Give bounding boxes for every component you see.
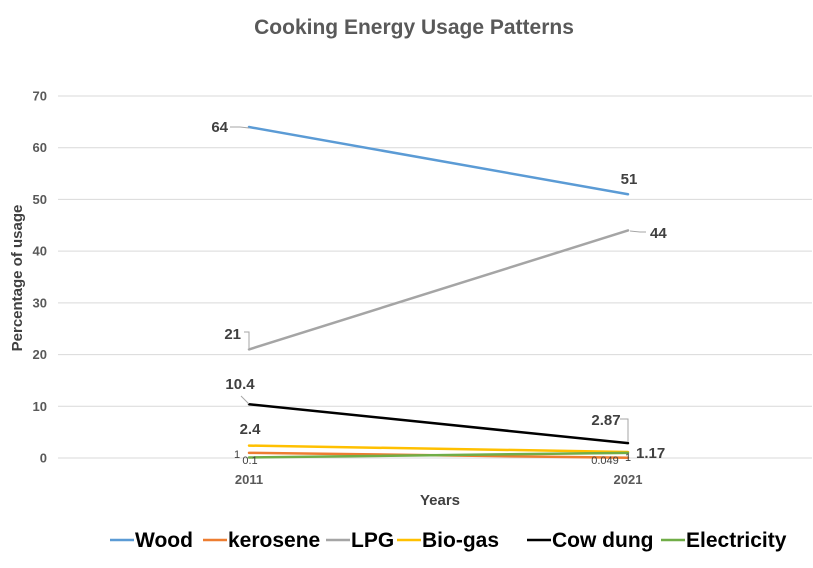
y-axis-title: Percentage of usage [9, 205, 26, 352]
x-axis-title: Years [420, 492, 460, 509]
legend: Wood kerosene LPG Bio-gas Cow dung Electricit… [110, 529, 787, 552]
chart-title: Cooking Energy Usage Patterns [254, 16, 574, 39]
x-tick-label: 2011 [235, 472, 263, 487]
data-label-electricity-2011: 0.1 [242, 455, 257, 467]
y-tick-label: 10 [33, 399, 47, 414]
legend-label-kerosene: kerosene [228, 529, 320, 552]
leader-line [629, 230, 646, 233]
data-label-kerosene-2011: 1 [234, 449, 240, 461]
data-label-kerosene-2021: 0.049 [591, 455, 619, 467]
leader-line [230, 126, 250, 129]
series-line-electricity [247, 451, 630, 459]
gridlines [58, 95, 812, 459]
data-label-cow-dung-2021: 2.87 [591, 412, 620, 429]
y-tick-label: 20 [33, 347, 47, 362]
leader-line [244, 331, 250, 348]
leader-line [620, 418, 629, 442]
y-tick-label: 30 [33, 295, 47, 310]
legend-label-electricity: Electricity [686, 529, 787, 552]
data-label-bio-gas-2021: 1.17 [636, 445, 665, 462]
x-axis-ticks: 2011 2021 [235, 472, 643, 487]
legend-label-lpg: LPG [351, 529, 394, 552]
series-line-lpg [247, 229, 630, 351]
data-label-wood-2011: 64 [211, 119, 228, 136]
series-line-cow-dung [247, 402, 630, 445]
series-line-bio-gas [247, 444, 630, 454]
y-tick-label: 60 [33, 140, 47, 155]
series-lines [247, 125, 630, 459]
y-tick-label: 0 [40, 451, 47, 466]
y-tick-label: 70 [33, 89, 47, 104]
series-line-wood [247, 125, 630, 196]
data-label-cow-dung-2011: 10.4 [225, 376, 255, 393]
y-tick-label: 40 [33, 244, 47, 259]
legend-label-bio-gas: Bio-gas [422, 529, 499, 552]
legend-label-wood: Wood [135, 529, 193, 552]
x-tick-label: 2021 [614, 472, 643, 487]
data-label-wood-2021: 51 [621, 171, 638, 188]
y-axis-ticks: 0 10 20 30 40 50 60 70 [33, 89, 47, 466]
data-label-lpg-2011: 21 [224, 326, 241, 343]
data-label-bio-gas-2011: 2.4 [240, 421, 262, 438]
data-label-electricity-2021: 1 [625, 452, 631, 464]
legend-label-cow-dung: Cow dung [552, 529, 653, 552]
leader-line [240, 395, 250, 405]
data-label-lpg-2021: 44 [650, 225, 667, 242]
y-tick-label: 50 [33, 192, 47, 207]
